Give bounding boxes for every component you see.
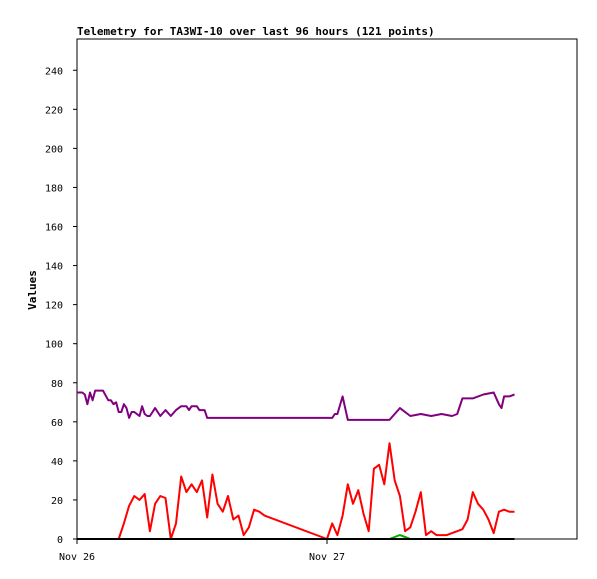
y-tick-label: 0	[57, 535, 63, 546]
y-tick-label: 200	[45, 144, 63, 155]
y-axis-label: Values	[26, 270, 39, 310]
chart-title: Telemetry for TA3WI-10 over last 96 hour…	[77, 25, 435, 38]
series-line-0	[77, 389, 515, 421]
x-axis-ticks: Nov 26 Nov 27	[59, 539, 345, 563]
y-tick-label: 180	[45, 183, 63, 194]
y-tick-label: 80	[51, 379, 63, 390]
series-layer	[77, 389, 515, 540]
y-tick-label: 60	[51, 418, 63, 429]
y-tick-label: 40	[51, 457, 63, 468]
x-tick-label: Nov 26	[59, 552, 95, 563]
y-tick-label: 120	[45, 301, 63, 312]
y-tick-label: 20	[51, 496, 63, 507]
plot-area	[76, 38, 578, 540]
y-axis-ticks: 0 20 40 60 80 100 120 140 160 180 200 220 240	[45, 66, 77, 546]
y-tick-label: 160	[45, 223, 63, 234]
y-tick-label: 100	[45, 340, 63, 351]
y-tick-label: 140	[45, 262, 63, 273]
y-tick-label: 240	[45, 66, 63, 77]
x-tick-label: Nov 27	[309, 552, 345, 563]
y-tick-label: 220	[45, 105, 63, 116]
